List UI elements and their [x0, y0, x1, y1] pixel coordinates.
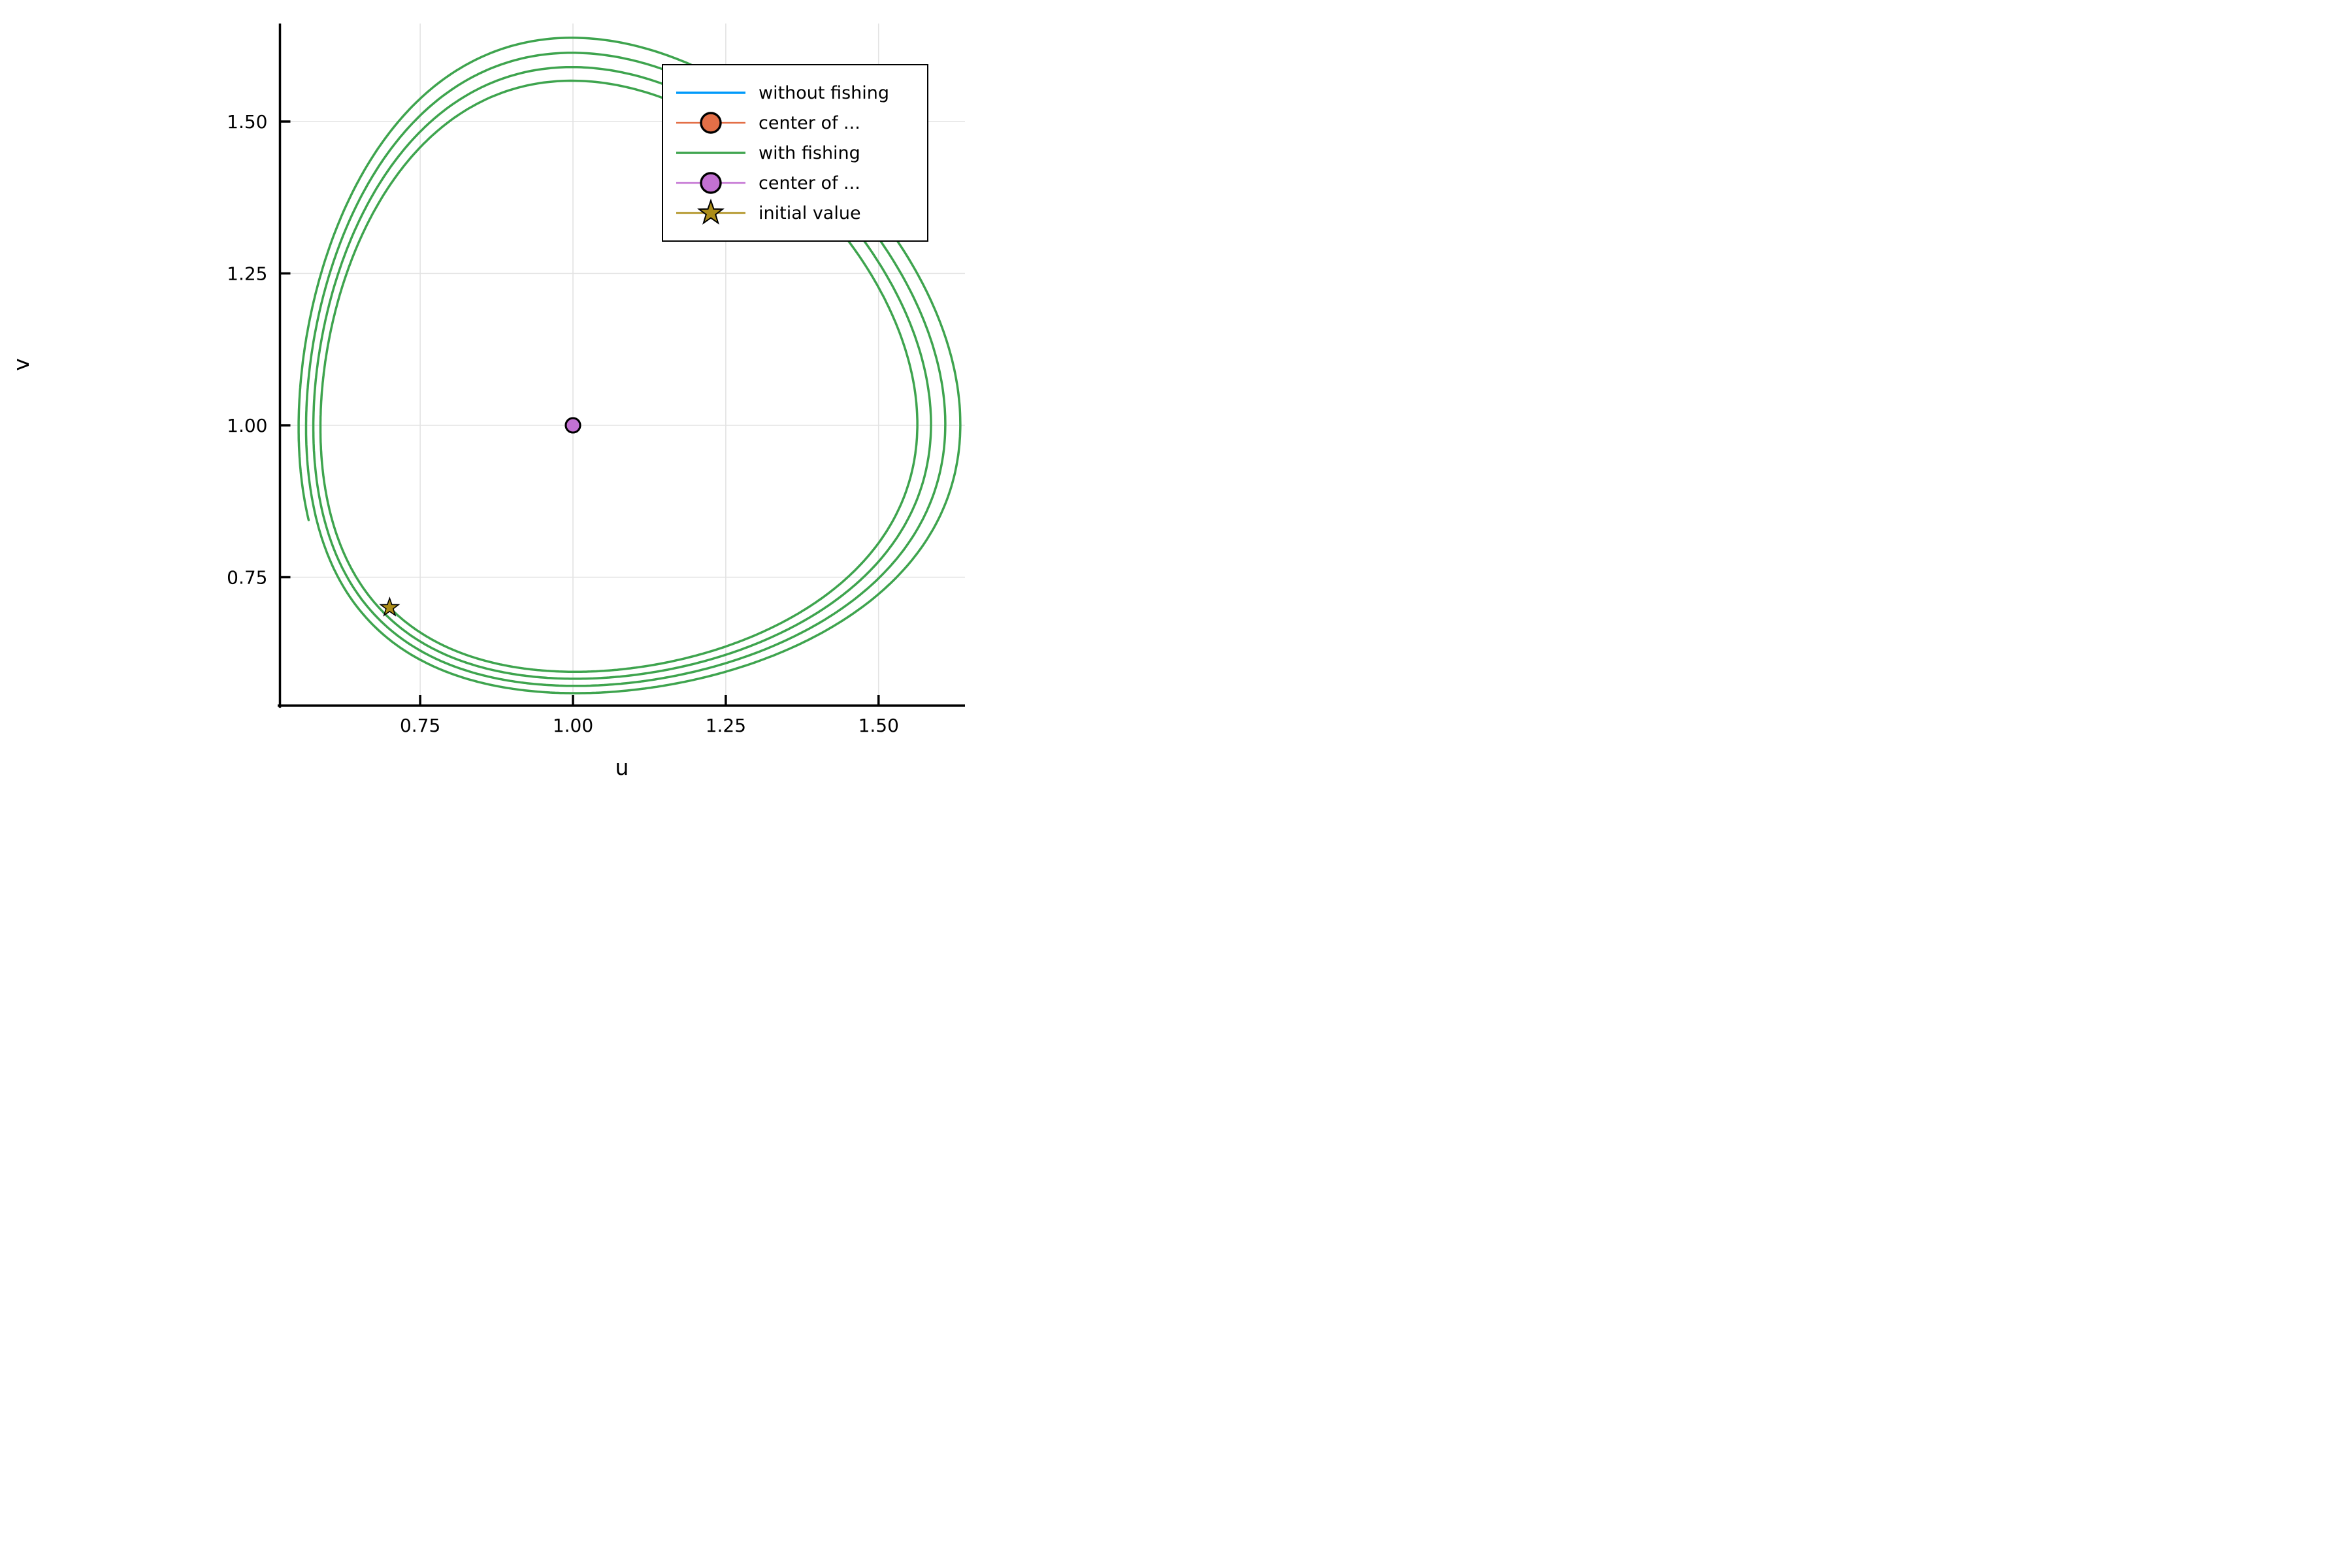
- legend-label: center of ...: [759, 172, 860, 193]
- star-marker-icon: [676, 198, 745, 225]
- y-tick-label: 1.00: [227, 415, 267, 436]
- phase-plot-figure: 0.75 1.00 1.25 1.50 0.75 1.00 1.25 1.50 u v wit…: [0, 0, 1176, 784]
- legend-entry-initial-value: initial value: [663, 198, 927, 228]
- x-tick-label: 0.75: [400, 715, 440, 736]
- plot-canvas: 0.75 1.00 1.25 1.50 0.75 1.00 1.25 1.50 u v: [8, 24, 965, 780]
- circle-marker-icon: [676, 172, 745, 194]
- with-fishing-trajectory: [297, 37, 962, 694]
- y-tick-label: 0.75: [227, 567, 267, 589]
- center-marker: [564, 417, 581, 434]
- legend-entry-without-fishing: without fishing: [663, 78, 927, 108]
- legend-entry-with-fishing: with fishing: [663, 138, 927, 168]
- axes-layer: 0.75 1.00 1.25 1.50 0.75 1.00 1.25 1.50: [227, 24, 965, 736]
- y-axis-label: v: [8, 358, 34, 371]
- legend-label: with fishing: [759, 142, 860, 163]
- legend-label: without fishing: [759, 82, 890, 103]
- series-layer: [297, 37, 962, 694]
- legend-label: center of ...: [759, 112, 860, 133]
- x-tick-label: 1.00: [553, 715, 593, 736]
- circle-marker-icon: [676, 112, 745, 134]
- legend-circle-marker: [700, 172, 722, 194]
- legend-entry-center-with-fishing: center of ...: [663, 168, 927, 198]
- x-tick-label: 1.50: [858, 715, 899, 736]
- legend: without fishing center of ... with fishi…: [662, 64, 928, 242]
- initial-value-star-marker: [379, 596, 400, 617]
- legend-circle-marker: [700, 112, 722, 134]
- legend-star-marker: [697, 198, 725, 225]
- legend-label: initial value: [759, 203, 861, 223]
- y-tick-label: 1.50: [227, 111, 267, 133]
- y-tick-label: 1.25: [227, 263, 267, 285]
- x-axis-label: u: [615, 755, 629, 780]
- line-sample-icon: [676, 91, 745, 94]
- x-tick-label: 1.25: [706, 715, 746, 736]
- line-sample-icon: [676, 152, 745, 154]
- legend-entry-center-without-fishing: center of ...: [663, 108, 927, 138]
